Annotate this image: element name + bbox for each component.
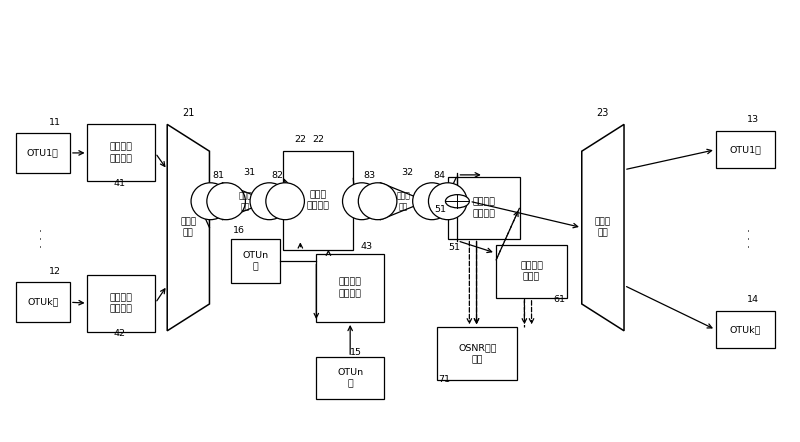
- Text: 15: 15: [350, 348, 362, 357]
- Bar: [231, 240, 281, 283]
- Text: OTUk收: OTUk收: [730, 325, 762, 334]
- Ellipse shape: [429, 183, 467, 220]
- Text: · · ·: · · ·: [744, 228, 758, 248]
- Text: 光放大
单元: 光放大 单元: [396, 191, 410, 211]
- Text: 81: 81: [212, 171, 224, 180]
- Text: 41: 41: [114, 179, 126, 187]
- Text: · · ·: · · ·: [36, 228, 50, 248]
- Bar: [283, 151, 353, 250]
- Ellipse shape: [266, 183, 305, 220]
- Ellipse shape: [358, 183, 397, 220]
- Bar: [448, 177, 519, 239]
- Text: 71: 71: [438, 375, 450, 385]
- Bar: [87, 124, 155, 182]
- Text: 波长标签
加载单元: 波长标签 加载单元: [338, 278, 362, 298]
- Text: 83: 83: [364, 171, 376, 180]
- Polygon shape: [222, 183, 269, 220]
- Ellipse shape: [413, 183, 451, 220]
- Text: OTUk发: OTUk发: [27, 298, 58, 307]
- Bar: [716, 131, 775, 168]
- Text: 23: 23: [597, 108, 609, 118]
- Bar: [438, 327, 517, 380]
- Text: 波长标签
加载单元: 波长标签 加载单元: [110, 293, 133, 313]
- Text: OSNR计算
单元: OSNR计算 单元: [458, 343, 497, 364]
- Text: OTUn
收: OTUn 收: [242, 251, 269, 272]
- Text: 22: 22: [312, 135, 324, 144]
- Text: 光分波
单元: 光分波 单元: [595, 217, 611, 238]
- Text: 51: 51: [448, 243, 460, 252]
- Bar: [316, 254, 384, 322]
- Text: OTU1收: OTU1收: [730, 145, 762, 154]
- Text: 51: 51: [434, 205, 446, 214]
- Text: 21: 21: [182, 108, 194, 118]
- Text: 61: 61: [554, 295, 566, 305]
- Text: 82: 82: [271, 171, 283, 180]
- Bar: [496, 245, 567, 298]
- Text: 84: 84: [434, 171, 446, 180]
- Text: 13: 13: [746, 115, 759, 124]
- Text: 光分插
复用单元: 光分插 复用单元: [306, 190, 330, 210]
- Ellipse shape: [207, 183, 246, 220]
- Bar: [316, 357, 384, 399]
- Circle shape: [446, 194, 470, 208]
- Polygon shape: [380, 183, 426, 220]
- Text: OTUn
发: OTUn 发: [337, 368, 363, 388]
- Text: 14: 14: [746, 295, 758, 305]
- Text: 22: 22: [294, 135, 306, 144]
- Text: 12: 12: [50, 267, 62, 276]
- Text: OTU1发: OTU1发: [27, 149, 58, 157]
- Bar: [716, 311, 775, 348]
- Text: 光放大
单元: 光放大 单元: [238, 191, 252, 211]
- Text: 波长标签
分析单元: 波长标签 分析单元: [472, 198, 495, 218]
- Text: 11: 11: [50, 118, 62, 126]
- Text: 31: 31: [243, 168, 255, 177]
- Ellipse shape: [342, 183, 381, 220]
- Polygon shape: [582, 124, 624, 331]
- Bar: [16, 282, 70, 322]
- Ellipse shape: [191, 183, 230, 220]
- Text: 32: 32: [401, 168, 414, 177]
- Text: 43: 43: [360, 242, 372, 251]
- Text: 光性能监
测模块: 光性能监 测模块: [520, 261, 543, 282]
- Bar: [87, 274, 155, 332]
- Bar: [16, 133, 70, 173]
- Polygon shape: [167, 124, 210, 331]
- Text: 42: 42: [114, 329, 126, 338]
- Text: 波长标签
加载单元: 波长标签 加载单元: [110, 143, 133, 163]
- Text: 16: 16: [233, 226, 245, 235]
- Text: 光合波
单元: 光合波 单元: [180, 217, 196, 238]
- Ellipse shape: [250, 183, 289, 220]
